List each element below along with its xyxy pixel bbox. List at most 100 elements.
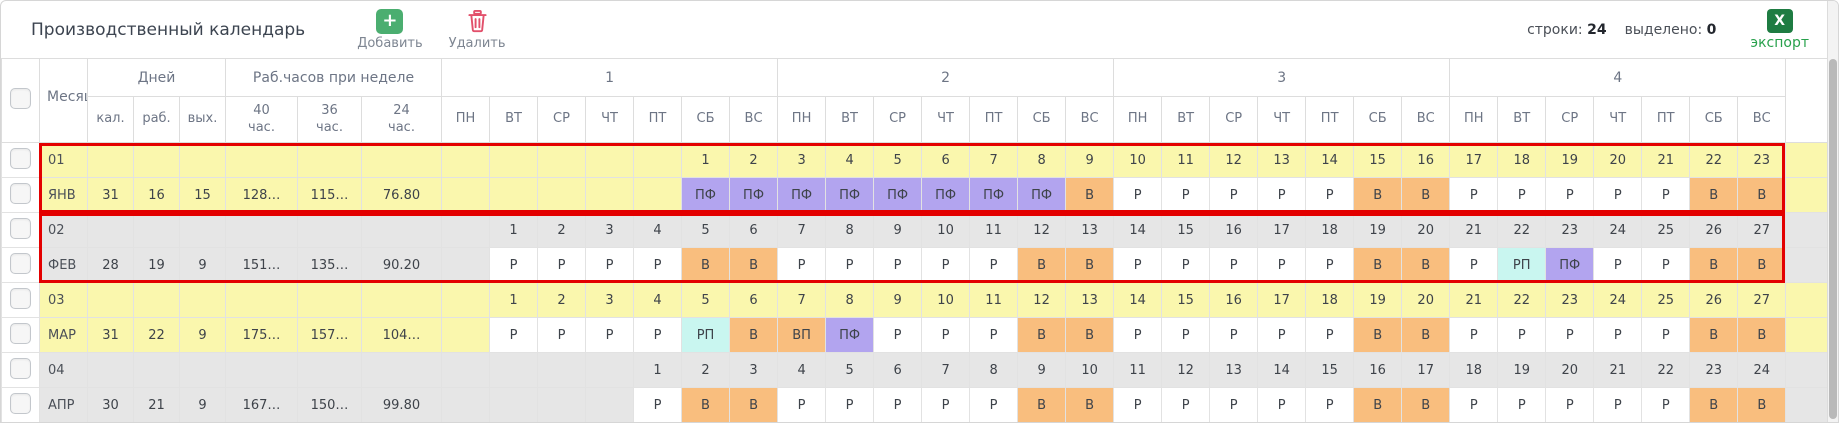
day-type-cell[interactable]: В (1401, 387, 1451, 422)
day-type-cell[interactable]: Р (1161, 247, 1211, 283)
day-type-cell[interactable]: Р (969, 387, 1019, 422)
day-type-cell[interactable]: ПФ (921, 177, 971, 213)
day-type-cell[interactable]: Р (921, 317, 971, 353)
day-type-cell[interactable]: В (728, 387, 779, 422)
delete-button[interactable]: Удалить (449, 9, 506, 51)
day-type-cell[interactable]: ПФ (873, 177, 923, 213)
day-type-cell[interactable]: В (1017, 247, 1067, 283)
day-type-cell[interactable]: Р (873, 387, 923, 422)
day-type-cell[interactable]: В (1065, 247, 1115, 283)
row-checkbox[interactable] (10, 182, 31, 204)
day-type-cell[interactable]: Р (777, 247, 827, 283)
day-type-cell[interactable]: Р (1641, 387, 1691, 422)
day-type-cell[interactable]: Р (1305, 317, 1355, 353)
day-type-cell[interactable]: Р (1161, 177, 1211, 213)
day-type-cell[interactable]: В (728, 317, 779, 353)
day-type-cell[interactable]: Р (1641, 247, 1691, 283)
day-type-cell[interactable]: В (1065, 317, 1115, 353)
day-type-cell[interactable]: В (1689, 177, 1739, 213)
select-all-checkbox[interactable] (10, 88, 31, 109)
day-type-cell[interactable]: Р (873, 317, 923, 353)
day-type-cell[interactable]: В (681, 387, 730, 422)
day-type-cell[interactable]: Р (1209, 247, 1259, 283)
day-type-cell[interactable]: Р (1545, 387, 1595, 422)
day-type-cell[interactable]: Р (633, 317, 682, 353)
day-type-cell[interactable]: ПФ (1545, 247, 1595, 283)
day-type-cell[interactable]: В (1353, 317, 1403, 353)
day-type-cell[interactable]: Р (1305, 387, 1355, 422)
day-type-cell[interactable]: Р (1161, 317, 1211, 353)
day-type-cell[interactable]: Р (489, 317, 538, 353)
day-type-cell[interactable]: Р (1449, 177, 1499, 213)
day-type-cell[interactable]: Р (1257, 177, 1307, 213)
day-type-cell[interactable]: Р (1593, 177, 1643, 213)
day-type-cell[interactable]: В (1689, 387, 1739, 422)
day-type-cell[interactable]: В (1017, 317, 1067, 353)
export-button[interactable]: X экспорт (1750, 8, 1809, 51)
day-type-cell[interactable]: Р (1257, 387, 1307, 422)
day-type-cell[interactable]: Р (1641, 177, 1691, 213)
day-type-cell[interactable]: Р (1113, 177, 1163, 213)
day-type-cell[interactable]: В (1737, 247, 1787, 283)
day-type-cell[interactable]: Р (1641, 317, 1691, 353)
day-type-cell[interactable]: ПФ (728, 177, 779, 213)
day-type-cell[interactable]: В (681, 247, 730, 283)
day-type-cell[interactable]: В (1401, 177, 1451, 213)
add-button[interactable]: + Добавить (357, 8, 423, 51)
day-type-cell[interactable]: Р (633, 247, 682, 283)
row-checkbox[interactable] (10, 287, 31, 309)
day-type-cell[interactable]: Р (1305, 177, 1355, 213)
day-type-cell[interactable]: Р (1305, 247, 1355, 283)
day-type-cell[interactable]: Р (1209, 317, 1259, 353)
day-type-cell[interactable]: Р (1449, 247, 1499, 283)
day-type-cell[interactable]: Р (1209, 177, 1259, 213)
day-type-cell[interactable]: Р (1593, 387, 1643, 422)
vertical-scrollbar[interactable] (1827, 1, 1838, 422)
scrollbar-thumb[interactable] (1829, 59, 1837, 419)
day-type-cell[interactable]: В (1737, 317, 1787, 353)
day-type-cell[interactable]: Р (489, 247, 538, 283)
day-type-cell[interactable]: Р (585, 247, 634, 283)
row-checkbox[interactable] (10, 357, 31, 379)
day-type-cell[interactable]: Р (1593, 247, 1643, 283)
day-type-cell[interactable]: В (1353, 247, 1403, 283)
day-type-cell[interactable]: ВП (777, 317, 827, 353)
day-type-cell[interactable]: Р (1113, 317, 1163, 353)
day-type-cell[interactable]: Р (825, 247, 875, 283)
day-type-cell[interactable]: Р (921, 387, 971, 422)
day-type-cell[interactable]: Р (777, 387, 827, 422)
day-type-cell[interactable]: В (1737, 387, 1787, 422)
row-checkbox[interactable] (10, 252, 31, 274)
day-type-cell[interactable]: Р (1113, 247, 1163, 283)
day-type-cell[interactable]: ПФ (777, 177, 827, 213)
row-checkbox[interactable] (10, 147, 31, 169)
day-type-cell[interactable]: Р (1209, 387, 1259, 422)
day-type-cell[interactable]: Р (1497, 177, 1547, 213)
day-type-cell[interactable]: ПФ (825, 177, 875, 213)
day-type-cell[interactable]: Р (1161, 387, 1211, 422)
day-type-cell[interactable]: В (1017, 387, 1067, 422)
day-type-cell[interactable]: Р (1257, 247, 1307, 283)
day-type-cell[interactable]: РП (1497, 247, 1547, 283)
day-type-cell[interactable]: Р (1593, 317, 1643, 353)
day-type-cell[interactable]: В (1401, 247, 1451, 283)
day-type-cell[interactable]: В (1401, 317, 1451, 353)
day-type-cell[interactable]: В (1065, 387, 1115, 422)
row-checkbox[interactable] (10, 217, 31, 239)
day-type-cell[interactable]: Р (1497, 317, 1547, 353)
day-type-cell[interactable]: Р (921, 247, 971, 283)
day-type-cell[interactable]: ПФ (969, 177, 1019, 213)
day-type-cell[interactable]: Р (1545, 317, 1595, 353)
day-type-cell[interactable]: Р (1497, 387, 1547, 422)
day-type-cell[interactable]: В (1353, 177, 1403, 213)
day-type-cell[interactable]: Р (969, 247, 1019, 283)
row-checkbox[interactable] (10, 392, 31, 414)
day-type-cell[interactable]: Р (1449, 387, 1499, 422)
day-type-cell[interactable]: В (1737, 177, 1787, 213)
day-type-cell[interactable]: РП (681, 317, 730, 353)
day-type-cell[interactable]: В (1353, 387, 1403, 422)
day-type-cell[interactable]: ПФ (681, 177, 730, 213)
row-checkbox[interactable] (10, 322, 31, 344)
day-type-cell[interactable]: Р (1113, 387, 1163, 422)
day-type-cell[interactable]: Р (1545, 177, 1595, 213)
